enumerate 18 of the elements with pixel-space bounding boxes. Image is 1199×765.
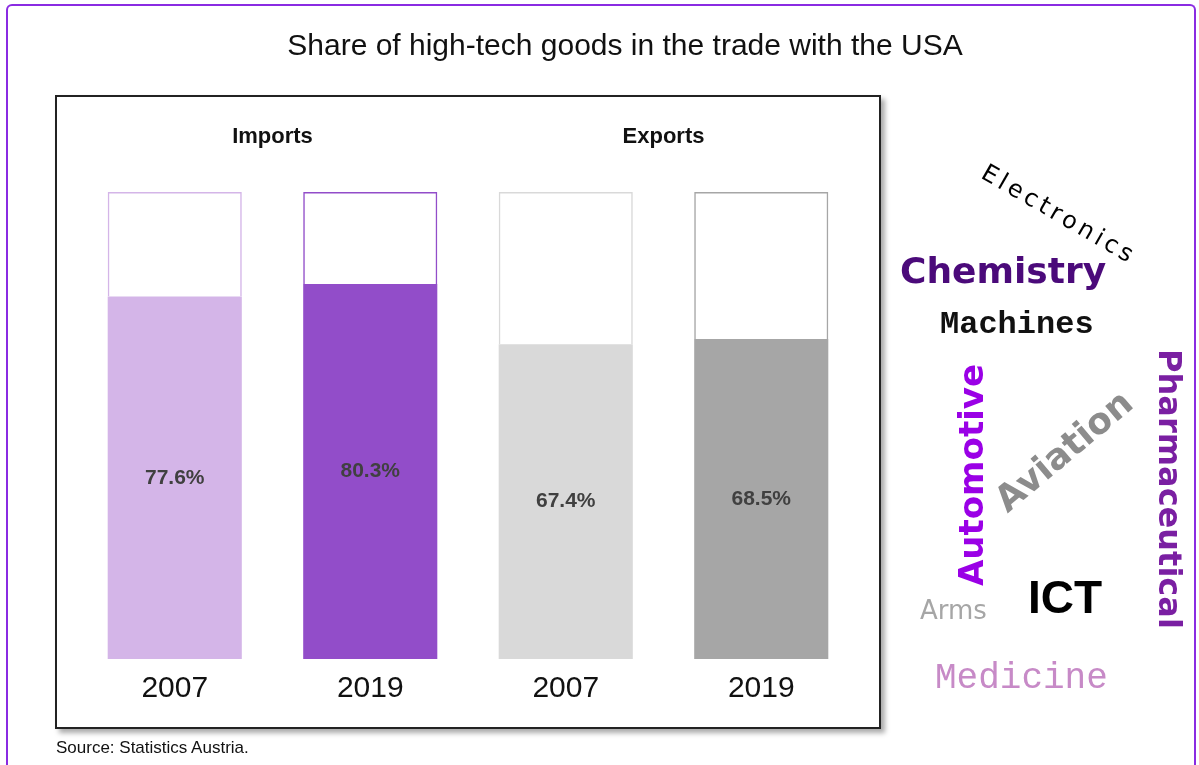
data-label: 68.5% bbox=[731, 485, 792, 509]
x-tick-label: 2007 bbox=[141, 670, 209, 704]
text: Imports bbox=[232, 123, 313, 148]
text: ICT bbox=[1028, 570, 1103, 624]
chart-title: Share of high-tech goods in the trade with the USA bbox=[286, 28, 964, 62]
text: Medicine bbox=[935, 658, 1108, 699]
data-label: 67.4% bbox=[535, 488, 596, 512]
data-label: 80.3% bbox=[340, 458, 401, 482]
text: Automotive bbox=[951, 363, 992, 587]
text: Exports bbox=[622, 123, 705, 148]
text: Arms bbox=[920, 595, 987, 625]
x-tick-label: 2007 bbox=[532, 670, 600, 704]
text: Pharmaceutical bbox=[1150, 349, 1189, 629]
x-tick-label: 2019 bbox=[727, 670, 795, 704]
x-tick-label: 2019 bbox=[336, 670, 404, 704]
text: Machines bbox=[940, 306, 1094, 343]
data-label: 77.6% bbox=[144, 464, 205, 488]
source-note: Source: Statistics Austria. bbox=[56, 738, 249, 758]
